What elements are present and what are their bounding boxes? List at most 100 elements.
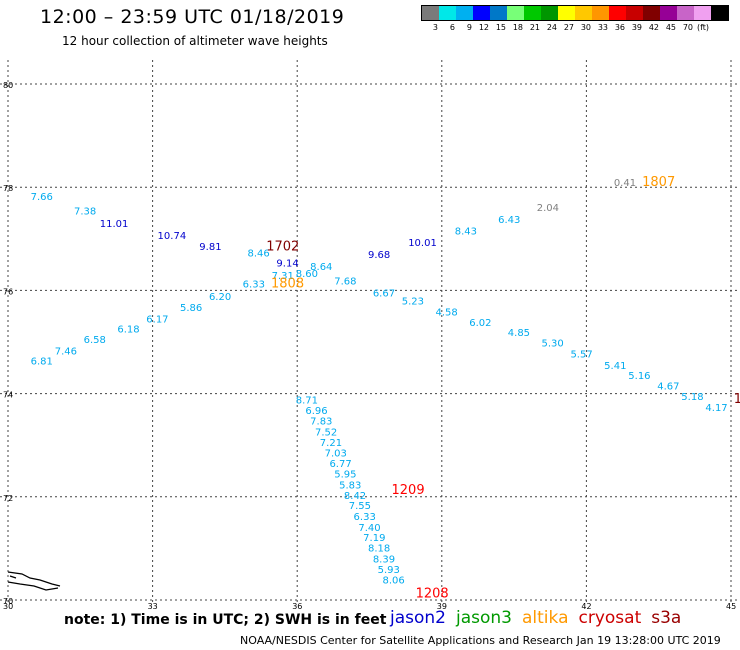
wave-height-value: 10.01 bbox=[408, 238, 437, 249]
satellite-jason2: jason2 bbox=[390, 608, 446, 628]
wave-height-value: 9.68 bbox=[368, 250, 390, 261]
scale-swatch bbox=[575, 6, 592, 20]
wave-height-value: 5.23 bbox=[402, 296, 424, 307]
wave-height-value: 5.86 bbox=[180, 303, 202, 314]
scale-label: 36 bbox=[614, 23, 625, 32]
pass-time-label: 1209 bbox=[392, 483, 425, 498]
wave-height-value: 7.03 bbox=[325, 449, 347, 460]
wave-height-value: 8.06 bbox=[382, 575, 404, 586]
wave-height-value: 7.68 bbox=[334, 277, 356, 288]
scale-swatch bbox=[711, 6, 728, 20]
wave-height-value: 4.17 bbox=[705, 403, 727, 414]
wave-height-value: 6.58 bbox=[84, 335, 106, 346]
pass-time-label: 1702 bbox=[266, 240, 299, 255]
wave-height-value: 5.95 bbox=[334, 470, 356, 481]
scale-swatch bbox=[507, 6, 524, 20]
scale-swatch bbox=[558, 6, 575, 20]
scale-swatch bbox=[422, 6, 439, 20]
wave-height-value: 4.67 bbox=[657, 381, 679, 392]
satellite-s3a: s3a bbox=[651, 608, 682, 628]
wave-height-value: 7.31 bbox=[272, 271, 294, 282]
wave-height-value: 5.30 bbox=[542, 339, 564, 350]
satellite-legend: jason2 jason3 altika cryosat s3a bbox=[390, 608, 691, 628]
scale-label: 45 bbox=[665, 23, 676, 32]
wave-height-value: 7.21 bbox=[320, 438, 342, 449]
scale-label: 18 bbox=[512, 23, 523, 32]
pass-time-label: 1701 bbox=[734, 392, 740, 407]
scale-swatch bbox=[643, 6, 660, 20]
wave-height-value: 8.71 bbox=[296, 395, 318, 406]
lon-tick-label: 36 bbox=[292, 602, 302, 611]
color-scale-labels: 3 6 9 12 15 18 21 24 27 30 33 36 39 42 45 70 (ft) bbox=[421, 23, 729, 32]
scale-label: 9 bbox=[466, 23, 472, 32]
coastline bbox=[7, 571, 61, 591]
time-labels: 1702 1808 1807 1701 1209 1208 bbox=[266, 175, 740, 601]
scale-swatch bbox=[456, 6, 473, 20]
scale-swatch bbox=[609, 6, 626, 20]
wave-height-value: 4.58 bbox=[435, 308, 457, 319]
wave-height-value: 7.55 bbox=[349, 501, 371, 512]
wave-height-value: 9.14 bbox=[276, 259, 298, 270]
wave-height-value: 0.41 bbox=[614, 178, 636, 189]
coastline-path bbox=[7, 571, 61, 591]
map-title: 12:00 – 23:59 UTC 01/18/2019 bbox=[40, 6, 345, 28]
lat-tick-label: 72 bbox=[3, 494, 13, 503]
satellite-altika: altika bbox=[522, 608, 569, 628]
satellite-jason3: jason3 bbox=[456, 608, 512, 628]
wave-height-value: 7.66 bbox=[31, 192, 53, 203]
lat-tick-label: 78 bbox=[3, 184, 13, 193]
wave-height-value: 8.43 bbox=[455, 227, 477, 238]
wave-height-value: 6.96 bbox=[305, 406, 327, 417]
wave-height-value: 6.20 bbox=[209, 292, 231, 303]
wave-height-value: 5.57 bbox=[570, 349, 592, 360]
scale-swatch bbox=[541, 6, 558, 20]
wave-height-value: 6.17 bbox=[146, 314, 168, 325]
scale-unit: (ft) bbox=[697, 23, 710, 32]
note-text: note: 1) Time is in UTC; 2) SWH is in fe… bbox=[64, 612, 387, 628]
wave-height-value: 8.64 bbox=[310, 262, 332, 273]
wave-height-value: 6.81 bbox=[31, 357, 53, 368]
lon-tick-label: 39 bbox=[437, 602, 447, 611]
pass-time-label: 1808 bbox=[271, 276, 304, 291]
wave-height-value: 5.18 bbox=[681, 392, 703, 403]
wave-height-value: 5.83 bbox=[339, 481, 361, 492]
scale-swatch bbox=[694, 6, 711, 20]
footer-credit: NOAA/NESDIS Center for Satellite Applica… bbox=[240, 634, 721, 647]
lon-tick-label: 30 bbox=[3, 602, 13, 611]
scale-label: 15 bbox=[495, 23, 506, 32]
scale-label: 30 bbox=[580, 23, 591, 32]
scale-label: 3 bbox=[432, 23, 438, 32]
wave-height-value: 10.74 bbox=[158, 231, 187, 242]
scale-label: 27 bbox=[563, 23, 574, 32]
wave-height-value: 6.67 bbox=[373, 289, 395, 300]
wave-height-value: 6.33 bbox=[354, 512, 376, 523]
scale-label: 33 bbox=[597, 23, 608, 32]
wave-height-value: 7.19 bbox=[363, 533, 385, 544]
wave-height-value: 7.40 bbox=[358, 523, 380, 534]
wave-height-value: 6.43 bbox=[498, 215, 520, 226]
wave-height-value: 6.18 bbox=[117, 325, 139, 336]
lat-lon-grid bbox=[0, 60, 740, 605]
wave-height-value: 8.42 bbox=[344, 491, 366, 502]
lon-tick-label: 42 bbox=[581, 602, 591, 611]
wave-height-value: 11.01 bbox=[100, 219, 129, 230]
scale-label: 21 bbox=[529, 23, 540, 32]
lat-tick-label: 70 bbox=[3, 597, 13, 606]
wave-height-value: 8.46 bbox=[248, 248, 270, 259]
scale-swatch bbox=[473, 6, 490, 20]
scale-label: 42 bbox=[648, 23, 659, 32]
scale-label: 6 bbox=[449, 23, 455, 32]
wave-height-value: 8.39 bbox=[373, 554, 395, 565]
wave-height-value: 6.77 bbox=[329, 459, 351, 470]
wave-height-value: 2.04 bbox=[537, 203, 559, 214]
scale-swatch bbox=[490, 6, 507, 20]
scale-label: 70 bbox=[682, 23, 693, 32]
pass-time-label: 1208 bbox=[416, 586, 449, 601]
scale-swatch bbox=[660, 6, 677, 20]
lon-tick-label: 33 bbox=[148, 602, 158, 611]
lon-tick-label: 45 bbox=[726, 602, 736, 611]
wave-height-value: 8.18 bbox=[368, 543, 390, 554]
